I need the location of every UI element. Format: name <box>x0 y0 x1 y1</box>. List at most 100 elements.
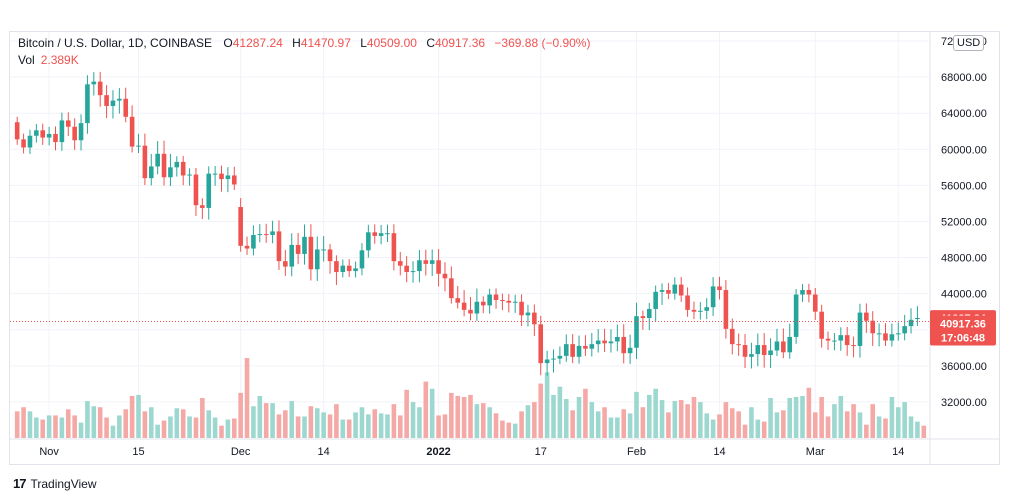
candle-body <box>225 175 231 180</box>
volume-bar <box>142 411 148 438</box>
candle-body <box>621 336 627 354</box>
volume-bar <box>353 412 358 438</box>
volume-bar <box>806 387 812 438</box>
volume-bar <box>302 416 307 438</box>
candle-body <box>334 261 339 272</box>
volume-bar <box>53 415 58 438</box>
currency-unit-button[interactable]: USD <box>953 35 985 51</box>
candle-body <box>736 344 741 346</box>
candle-body <box>346 265 352 272</box>
volume-bar <box>442 414 448 438</box>
volume-bars <box>14 358 927 438</box>
candle-body <box>844 335 850 346</box>
volume-bar <box>27 411 33 438</box>
volume-bar <box>781 410 786 438</box>
candle-body <box>257 234 263 236</box>
volume-bar <box>378 413 384 438</box>
volume-bar <box>512 423 518 438</box>
candle-body <box>410 271 416 273</box>
high-label: H <box>292 36 301 50</box>
volume-bar <box>908 416 914 438</box>
volume-bar <box>193 417 199 438</box>
candle-body <box>238 207 243 246</box>
volume-bar <box>461 396 467 438</box>
candle-body <box>876 333 882 335</box>
volume-bar <box>219 425 224 438</box>
candle-body <box>436 260 441 274</box>
x-tick-label: 15 <box>132 446 144 458</box>
chart-frame[interactable] <box>9 31 1000 465</box>
candle-body <box>576 345 582 357</box>
candle-body <box>206 173 212 208</box>
volume-bar <box>21 407 26 438</box>
volume-bar <box>97 407 103 438</box>
candle-body <box>193 174 199 206</box>
candle-body <box>455 298 461 303</box>
candle-body <box>372 232 378 236</box>
candle-body <box>825 338 831 341</box>
volume-bar <box>244 358 250 438</box>
x-tick-label: Feb <box>627 446 646 458</box>
volume-bar <box>480 403 486 438</box>
volume-bar <box>583 388 588 438</box>
volume-bar <box>372 409 378 438</box>
volume-bar <box>59 417 65 438</box>
high-value: 41470.97 <box>300 36 351 50</box>
candlestick-chart[interactable]: 72000.0068000.0064000.0060000.0056000.00… <box>0 0 1012 470</box>
candle-body <box>493 294 499 300</box>
candle-body <box>78 123 84 141</box>
candle-body <box>123 98 129 117</box>
volume-bar <box>602 407 607 438</box>
y-tick-label: 56000.00 <box>941 180 987 192</box>
volume-legend: Vol 2.389K <box>18 53 79 67</box>
volume-bar <box>270 403 275 438</box>
volume-bar <box>187 416 192 438</box>
volume-bar <box>212 417 218 438</box>
candle-body <box>148 166 154 179</box>
volume-bar <box>14 411 20 438</box>
candle-body <box>812 294 818 312</box>
candle-body <box>768 350 773 355</box>
candle-body <box>327 249 333 262</box>
volume-bar <box>717 414 722 438</box>
candle-body <box>742 345 748 357</box>
candle-body <box>174 161 180 168</box>
candle-body <box>302 236 307 254</box>
volume-bar <box>168 416 173 438</box>
volume-bar <box>78 422 84 438</box>
candle-body <box>781 341 786 353</box>
volume-bar <box>493 413 499 438</box>
candle-body <box>34 130 39 136</box>
volume-bar <box>148 407 154 438</box>
candle-body <box>608 341 614 344</box>
x-tick-label: 14 <box>892 446 904 458</box>
candle-body <box>704 307 710 311</box>
candle-body <box>857 312 863 346</box>
candle-body <box>423 260 429 264</box>
volume-bar <box>40 419 46 438</box>
volume-bar <box>551 394 556 438</box>
candle-body <box>557 355 563 359</box>
volume-bar <box>915 421 920 438</box>
candle-body <box>678 284 684 296</box>
volume-bar <box>876 416 882 438</box>
y-tick-label: 64000.00 <box>941 108 987 120</box>
candle-body <box>851 345 856 347</box>
volume-bar <box>468 394 473 438</box>
volume-bar <box>295 416 301 438</box>
volume-bar <box>289 401 295 438</box>
volume-bar <box>595 411 601 438</box>
y-tick-label: 48000.00 <box>941 253 987 265</box>
volume-bar <box>761 421 767 438</box>
tradingview-brand[interactable]: 17 TradingView <box>13 476 97 491</box>
candle-body <box>27 135 33 148</box>
candle-body <box>72 126 77 141</box>
candle-body <box>729 328 735 345</box>
volume-bar <box>525 405 531 438</box>
candle-body <box>110 100 116 106</box>
candle-body <box>659 290 665 292</box>
volume-bar <box>538 383 544 438</box>
candle-body <box>787 336 793 353</box>
close-price-tag-label: 40917.36 <box>940 318 986 330</box>
x-axis: Nov 15 Dec 14 2022 17 Feb 14 Mar 14 <box>39 446 904 458</box>
